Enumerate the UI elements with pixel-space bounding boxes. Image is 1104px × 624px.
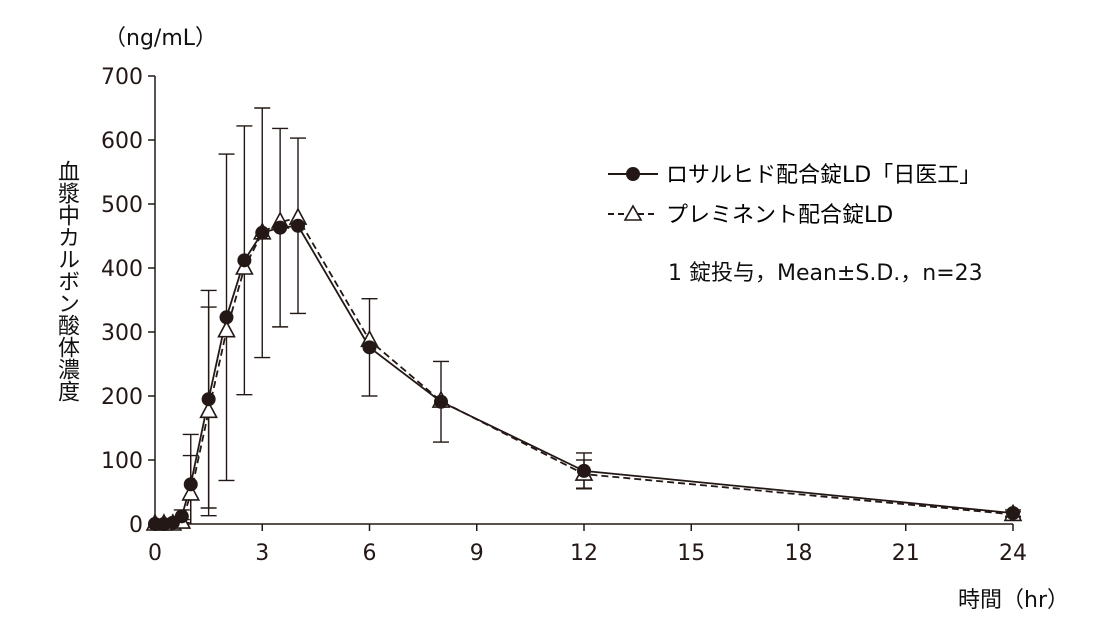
y-tick-label: 100 <box>101 449 143 474</box>
axes: 0 100 200 300 400 500 600 700 0 3 6 9 12 15 18 21 24 <box>101 65 1027 566</box>
data-point-series-1 <box>255 225 270 240</box>
data-point-series-1 <box>183 477 198 492</box>
data-point-series-2 <box>217 320 236 338</box>
y-tick-label: 0 <box>129 513 143 538</box>
x-tick-label: 21 <box>892 541 920 566</box>
y-unit-label: （ng/mL） <box>104 26 218 51</box>
y-tick-label: 700 <box>101 65 143 90</box>
y-tick-label: 200 <box>101 385 143 410</box>
data-point-series-1 <box>362 340 377 355</box>
data-point-series-1 <box>577 463 591 478</box>
y-axis-label: 血漿中カルボン酸体濃度 <box>54 160 79 402</box>
annotation-note: 1 錠投与，Mean±S.D.，n=23 <box>668 261 983 286</box>
x-tick-label: 9 <box>470 541 484 566</box>
y-tick-label: 400 <box>101 257 143 282</box>
legend-marker-series-1 <box>626 167 640 181</box>
data-point-series-2 <box>199 400 218 419</box>
legend-label-series-1: ロサルヒド配合錠LD「日医工」 <box>666 163 981 188</box>
data-point-series-1 <box>434 394 448 409</box>
legend-marker-series-2 <box>623 204 643 221</box>
x-axis-label: 時間（hr） <box>958 588 1069 613</box>
data-point-series-1 <box>291 218 305 233</box>
y-tick-label: 300 <box>101 321 143 346</box>
x-tick-label: 18 <box>785 541 813 566</box>
data-point-series-1 <box>237 253 252 268</box>
data-point-series-1 <box>174 509 189 524</box>
series-markers <box>145 207 1023 531</box>
data-point-series-2 <box>181 483 201 501</box>
y-tick-label: 500 <box>101 193 143 218</box>
legend: ロサルヒド配合錠LD「日医工」 プレミネント配合錠LD <box>608 163 981 228</box>
y-tick-label: 600 <box>101 129 143 154</box>
legend-label-series-2: プレミネント配合錠LD <box>666 203 893 228</box>
x-tick-label: 3 <box>255 541 269 566</box>
data-point-series-1 <box>201 392 216 407</box>
x-tick-label: 15 <box>677 541 705 566</box>
x-tick-label: 6 <box>363 541 377 566</box>
data-point-series-1 <box>1006 506 1020 521</box>
x-tick-label: 24 <box>999 541 1027 566</box>
data-point-series-1 <box>273 220 288 235</box>
x-tick-label: 12 <box>570 541 598 566</box>
data-point-series-1 <box>219 310 234 325</box>
x-tick-label: 0 <box>148 541 162 566</box>
